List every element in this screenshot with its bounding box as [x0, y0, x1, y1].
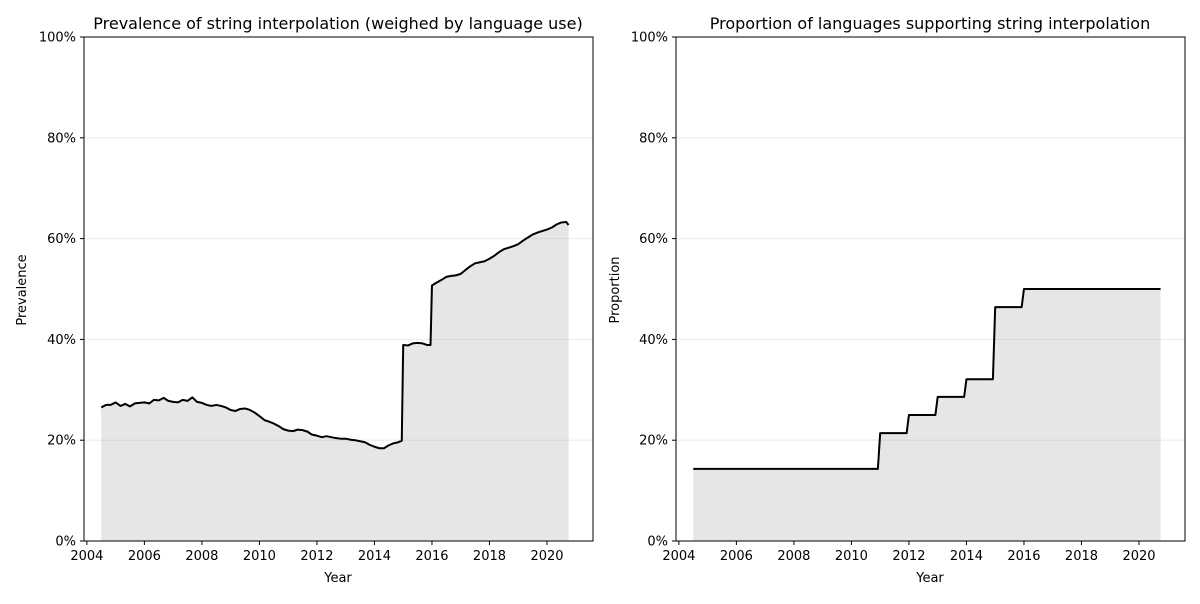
prevalence-x-tick-label: 2004 — [70, 549, 103, 564]
proportion-chart-title: Proportion of languages supporting strin… — [710, 14, 1150, 33]
prevalence-x-tick-label: 2020 — [530, 549, 563, 564]
prevalence-x-axis-label: Year — [323, 571, 352, 586]
proportion-y-tick-label: 0% — [647, 535, 668, 550]
proportion-y-axis-label: Proportion — [608, 256, 623, 323]
prevalence-x-tick-label: 2016 — [415, 549, 448, 564]
proportion-x-axis-label: Year — [915, 571, 944, 586]
proportion-x-tick-label: 2020 — [1122, 549, 1155, 564]
prevalence-plot-frame — [83, 36, 594, 542]
prevalence-x-tick-label: 2018 — [473, 549, 506, 564]
prevalence-chart-panel: Prevalence of string interpolation (weig… — [15, 14, 594, 586]
prevalence-x-tick-label: 2012 — [300, 549, 333, 564]
proportion-x-tick-label: 2004 — [662, 549, 695, 564]
proportion-y-tick-label: 40% — [639, 333, 668, 348]
prevalence-series-line — [100, 220, 570, 450]
proportion-y-tick-label: 100% — [631, 31, 668, 46]
proportion-x-tick-label: 2016 — [1007, 549, 1040, 564]
prevalence-y-tick-label: 40% — [47, 333, 76, 348]
proportion-x-tick-label: 2012 — [892, 549, 925, 564]
prevalence-x-tick-label: 2010 — [243, 549, 276, 564]
proportion-x-tick-label: 2014 — [950, 549, 983, 564]
proportion-x-tick-label: 2010 — [835, 549, 868, 564]
prevalence-y-axis-label: Prevalence — [15, 254, 30, 325]
prevalence-y-tick-label: 80% — [47, 131, 76, 146]
proportion-x-tick-label: 2018 — [1065, 549, 1098, 564]
prevalence-y-tick-label: 100% — [39, 31, 76, 46]
proportion-y-tick-label: 80% — [639, 131, 668, 146]
prevalence-series-area — [101, 221, 569, 541]
prevalence-y-tick-label: 0% — [55, 535, 76, 550]
prevalence-x-tick-label: 2006 — [128, 549, 161, 564]
proportion-series-line — [693, 288, 1161, 470]
proportion-plot-frame — [675, 36, 1186, 542]
prevalence-chart-title: Prevalence of string interpolation (weig… — [93, 14, 582, 33]
prevalence-y-tick-label: 60% — [47, 232, 76, 247]
proportion-x-tick-label: 2008 — [777, 549, 810, 564]
prevalence-x-tick-label: 2008 — [185, 549, 218, 564]
proportion-chart-panel: Proportion of languages supporting strin… — [608, 14, 1186, 586]
proportion-y-tick-label: 60% — [639, 232, 668, 247]
proportion-y-tick-label: 20% — [639, 434, 668, 449]
prevalence-y-tick-label: 20% — [47, 434, 76, 449]
prevalence-x-tick-label: 2014 — [358, 549, 391, 564]
proportion-x-tick-label: 2006 — [720, 549, 753, 564]
